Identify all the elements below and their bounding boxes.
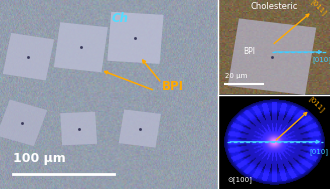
- Polygon shape: [107, 12, 164, 64]
- Text: Ch: Ch: [112, 12, 129, 25]
- Text: [011]: [011]: [310, 0, 328, 17]
- Text: ⊙[100]: ⊙[100]: [227, 176, 252, 183]
- Text: [010]: [010]: [313, 56, 330, 63]
- Polygon shape: [3, 33, 54, 81]
- Text: [011]: [011]: [308, 95, 326, 113]
- Text: [010]: [010]: [309, 148, 328, 155]
- Text: 100 μm: 100 μm: [13, 152, 66, 165]
- Polygon shape: [60, 112, 97, 145]
- Polygon shape: [54, 22, 108, 72]
- Text: BPI: BPI: [244, 47, 256, 57]
- Text: Cholesteric: Cholesteric: [250, 2, 298, 11]
- Polygon shape: [228, 18, 316, 95]
- Polygon shape: [0, 100, 47, 146]
- Polygon shape: [119, 109, 161, 148]
- Text: 20 μm: 20 μm: [225, 73, 248, 79]
- Text: BPI: BPI: [162, 81, 184, 93]
